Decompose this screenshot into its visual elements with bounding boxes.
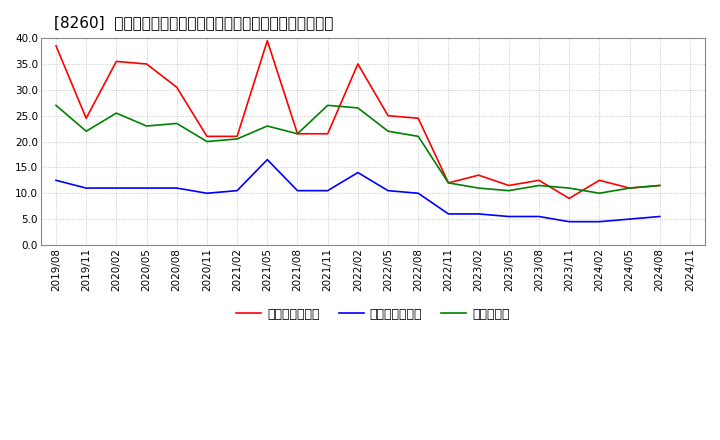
在庫回転率 — [323, 103, 332, 108]
買入債務回転率 — [444, 211, 453, 216]
売上債権回転率 — [202, 134, 211, 139]
在庫回転率 — [625, 185, 634, 191]
在庫回転率 — [172, 121, 181, 126]
売上債権回転率 — [354, 61, 362, 66]
在庫回転率 — [202, 139, 211, 144]
売上債権回転率 — [414, 116, 423, 121]
在庫回転率 — [565, 185, 574, 191]
売上債権回転率 — [474, 172, 483, 178]
買入債務回転率 — [474, 211, 483, 216]
買入債務回転率 — [354, 170, 362, 175]
買入債務回転率 — [414, 191, 423, 196]
在庫回転率 — [293, 131, 302, 136]
買入債務回転率 — [323, 188, 332, 193]
在庫回転率 — [263, 123, 271, 128]
売上債権回転率 — [112, 59, 121, 64]
買入債務回転率 — [655, 214, 664, 219]
在庫回転率 — [52, 103, 60, 108]
在庫回転率 — [474, 185, 483, 191]
買入債務回転率 — [595, 219, 603, 224]
売上債権回転率 — [384, 113, 392, 118]
在庫回転率 — [143, 123, 151, 128]
Text: [8260]  売上債権回転率、買入債務回転率、在庫回転率の推移: [8260] 売上債権回転率、買入債務回転率、在庫回転率の推移 — [54, 15, 333, 30]
売上債権回転率 — [565, 196, 574, 201]
在庫回転率 — [414, 134, 423, 139]
買入債務回転率 — [293, 188, 302, 193]
売上債権回転率 — [323, 131, 332, 136]
在庫回転率 — [595, 191, 603, 196]
売上債権回転率 — [233, 134, 241, 139]
売上債権回転率 — [82, 116, 91, 121]
買入債務回転率 — [233, 188, 241, 193]
売上債権回転率 — [263, 38, 271, 43]
Line: 売上債権回転率: 売上債権回転率 — [56, 40, 660, 198]
買入債務回転率 — [143, 185, 151, 191]
買入債務回転率 — [625, 216, 634, 222]
在庫回転率 — [535, 183, 544, 188]
売上債権回転率 — [505, 183, 513, 188]
売上債権回転率 — [655, 183, 664, 188]
Line: 在庫回転率: 在庫回転率 — [56, 105, 660, 193]
売上債権回転率 — [444, 180, 453, 186]
在庫回転率 — [444, 180, 453, 186]
買入債務回転率 — [263, 157, 271, 162]
売上債権回転率 — [535, 178, 544, 183]
買入債務回転率 — [505, 214, 513, 219]
売上債権回転率 — [172, 84, 181, 90]
買入債務回転率 — [202, 191, 211, 196]
売上債権回転率 — [143, 61, 151, 66]
買入債務回転率 — [535, 214, 544, 219]
買入債務回転率 — [52, 178, 60, 183]
在庫回転率 — [384, 128, 392, 134]
在庫回転率 — [82, 128, 91, 134]
Legend: 売上債権回転率, 買入債務回転率, 在庫回転率: 売上債権回転率, 買入債務回転率, 在庫回転率 — [231, 303, 515, 326]
買入債務回転率 — [384, 188, 392, 193]
買入債務回転率 — [172, 185, 181, 191]
売上債権回転率 — [52, 43, 60, 48]
売上債権回転率 — [293, 131, 302, 136]
在庫回転率 — [354, 105, 362, 110]
在庫回転率 — [505, 188, 513, 193]
在庫回転率 — [233, 136, 241, 142]
買入債務回転率 — [82, 185, 91, 191]
買入債務回転率 — [112, 185, 121, 191]
在庫回転率 — [655, 183, 664, 188]
売上債権回転率 — [595, 178, 603, 183]
在庫回転率 — [112, 110, 121, 116]
買入債務回転率 — [565, 219, 574, 224]
売上債権回転率 — [625, 185, 634, 191]
Line: 買入債務回転率: 買入債務回転率 — [56, 160, 660, 222]
